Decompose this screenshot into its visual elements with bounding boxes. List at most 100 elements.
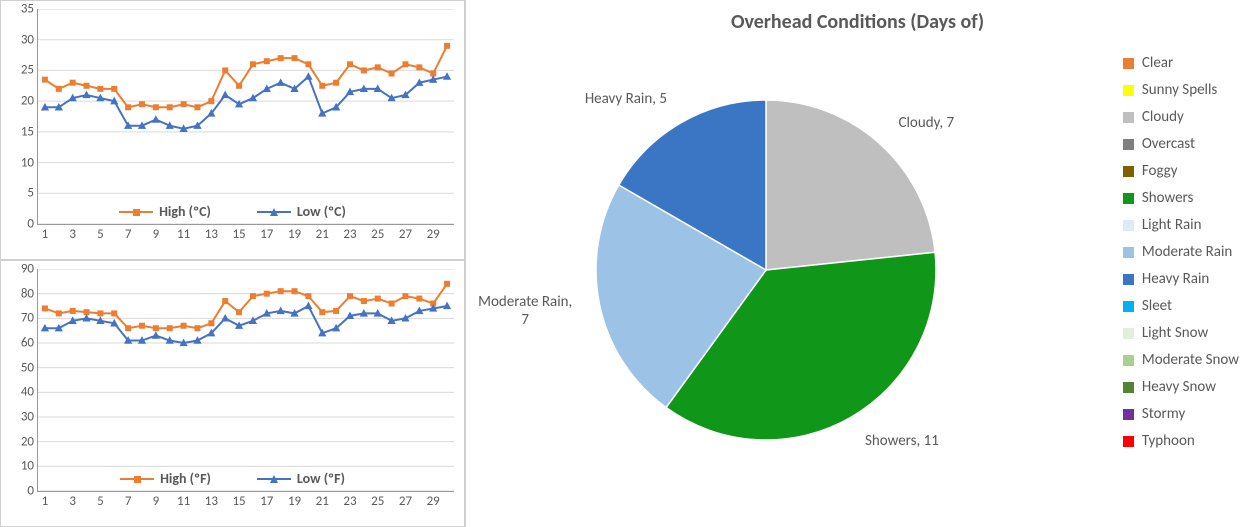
xtick-label: 13 — [205, 224, 218, 242]
legend-item-showers: Showers — [1123, 189, 1239, 207]
pie-label-heavy-rain: Heavy Rain, 5 — [585, 90, 667, 108]
legend-item-moderate-snow: Moderate Snow — [1123, 351, 1239, 369]
xtick-label: 15 — [232, 491, 245, 509]
xtick-label: 21 — [316, 491, 329, 509]
legend-swatch — [1123, 247, 1134, 258]
legend-item-light-snow: Light Snow — [1123, 324, 1239, 342]
xtick-label: 7 — [125, 224, 132, 242]
legend-item-overcast: Overcast — [1123, 135, 1239, 153]
legend-label: Heavy Rain — [1142, 270, 1209, 288]
ytick-label: 0 — [8, 484, 38, 499]
xtick-label: 5 — [97, 224, 104, 242]
xtick-label: 7 — [125, 491, 132, 509]
ytick-label: 90 — [8, 262, 38, 277]
legend-label: Heavy Snow — [1142, 378, 1216, 396]
legend-label: Clear — [1142, 54, 1173, 72]
right-column: Overhead Conditions (Days of) Cloudy, 7 S… — [466, 0, 1249, 527]
xtick-label: 13 — [205, 491, 218, 509]
xtick-label: 17 — [260, 224, 273, 242]
ytick-label: 20 — [8, 434, 38, 449]
ytick-label: 0 — [8, 217, 38, 232]
legend-item-clear: Clear — [1123, 54, 1239, 72]
ytick-label: 25 — [8, 63, 38, 78]
pie-label-showers: Showers, 11 — [865, 432, 939, 450]
ytick-label: 70 — [8, 311, 38, 326]
legend-label: Light Rain — [1142, 216, 1202, 234]
xtick-label: 5 — [97, 491, 104, 509]
xtick-label: 19 — [288, 491, 301, 509]
ytick-label: 50 — [8, 360, 38, 375]
fahrenheit-chart: 0102030405060708090135791113151719212325… — [0, 260, 465, 527]
legend-swatch — [1123, 328, 1134, 339]
legend-swatch — [1123, 112, 1134, 123]
legend-swatch — [1123, 139, 1134, 150]
legend-label: Sleet — [1142, 297, 1172, 315]
legend-item-sunny-spells: Sunny Spells — [1123, 81, 1239, 99]
xtick-label: 23 — [343, 224, 356, 242]
ytick-label: 60 — [8, 336, 38, 351]
ytick-label: 5 — [8, 186, 38, 201]
xtick-label: 1 — [42, 491, 49, 509]
legend-swatch — [1123, 382, 1134, 393]
xtick-label: 25 — [371, 224, 384, 242]
celsius-chart: 051015202530351357911131517192123252729 … — [0, 0, 465, 260]
legend-swatch — [1123, 355, 1134, 366]
xtick-label: 11 — [177, 224, 190, 242]
xtick-label: 11 — [177, 491, 190, 509]
legend-item-heavy-snow: Heavy Snow — [1123, 378, 1239, 396]
ytick-label: 35 — [8, 2, 38, 17]
legend-item-light-rain: Light Rain — [1123, 216, 1239, 234]
ytick-label: 80 — [8, 286, 38, 301]
left-column: 051015202530351357911131517192123252729 … — [0, 0, 466, 527]
xtick-label: 27 — [399, 224, 412, 242]
legend-item-heavy-rain: Heavy Rain — [1123, 270, 1239, 288]
pie-title: Overhead Conditions (Days of) — [466, 0, 1249, 34]
ytick-label: 30 — [8, 410, 38, 425]
ytick-label: 10 — [8, 459, 38, 474]
legend-label: Stormy — [1142, 405, 1185, 423]
pie-label-cloudy: Cloudy, 7 — [898, 114, 954, 132]
xtick-label: 21 — [316, 224, 329, 242]
ytick-label: 30 — [8, 32, 38, 47]
xtick-label: 9 — [153, 491, 160, 509]
pie-chart — [576, 80, 956, 460]
pie-label-moderate-rain: Moderate Rain,7 — [478, 293, 572, 329]
legend-swatch — [1123, 436, 1134, 447]
ytick-label: 20 — [8, 94, 38, 109]
legend-item-moderate-rain: Moderate Rain — [1123, 243, 1239, 261]
legend-swatch — [1123, 193, 1134, 204]
xtick-label: 29 — [427, 224, 440, 242]
legend-swatch — [1123, 220, 1134, 231]
legend-label: Moderate Snow — [1142, 351, 1239, 369]
xtick-label: 3 — [69, 491, 76, 509]
xtick-label: 25 — [371, 491, 384, 509]
legend-swatch — [1123, 274, 1134, 285]
legend-swatch — [1123, 301, 1134, 312]
legend-label: Overcast — [1142, 135, 1195, 153]
legend-item-sleet: Sleet — [1123, 297, 1239, 315]
legend-label: Typhoon — [1142, 432, 1195, 450]
legend-label: Cloudy — [1142, 108, 1184, 126]
xtick-label: 19 — [288, 224, 301, 242]
ytick-label: 40 — [8, 385, 38, 400]
legend-item-foggy: Foggy — [1123, 162, 1239, 180]
legend-label: Moderate Rain — [1142, 243, 1232, 261]
xtick-label: 3 — [69, 224, 76, 242]
xtick-label: 23 — [343, 491, 356, 509]
xtick-label: 15 — [232, 224, 245, 242]
ytick-label: 15 — [8, 124, 38, 139]
legend-item-typhoon: Typhoon — [1123, 432, 1239, 450]
legend-item-stormy: Stormy — [1123, 405, 1239, 423]
legend-swatch — [1123, 166, 1134, 177]
legend-label: Foggy — [1142, 162, 1178, 180]
xtick-label: 17 — [260, 491, 273, 509]
ytick-label: 10 — [8, 155, 38, 170]
legend-label: Sunny Spells — [1142, 81, 1217, 99]
conditions-legend: Clear Sunny Spells Cloudy Overcast Foggy Show… — [1123, 54, 1239, 459]
xtick-label: 1 — [42, 224, 49, 242]
legend-swatch — [1123, 409, 1134, 420]
xtick-label: 9 — [153, 224, 160, 242]
legend-swatch — [1123, 58, 1134, 69]
xtick-label: 27 — [399, 491, 412, 509]
legend-item-cloudy: Cloudy — [1123, 108, 1239, 126]
